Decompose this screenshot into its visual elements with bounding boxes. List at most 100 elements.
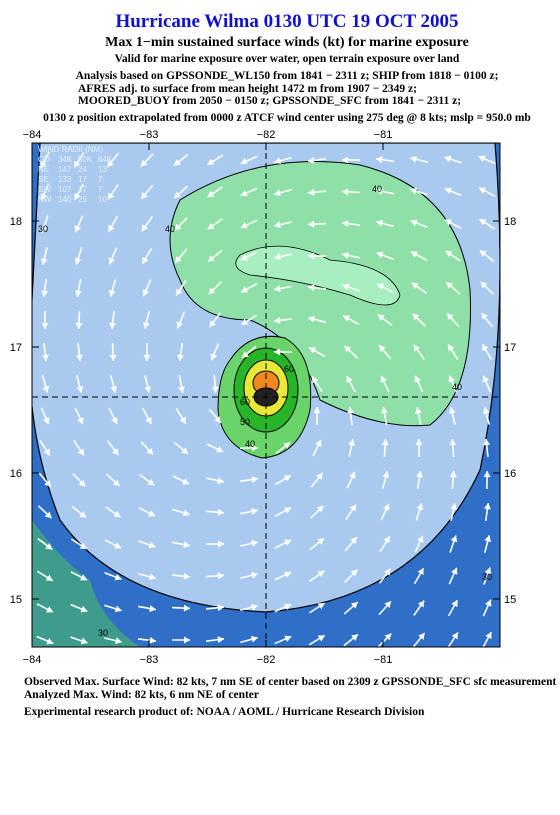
arrow-head bbox=[377, 283, 385, 290]
arrow-head bbox=[343, 315, 351, 322]
arrow-head bbox=[217, 636, 224, 644]
arrow-head bbox=[251, 571, 258, 579]
arrow-head bbox=[207, 190, 215, 197]
arrow-head bbox=[45, 543, 53, 550]
arrow-head bbox=[174, 191, 182, 199]
radii-cell: 17 bbox=[78, 185, 87, 194]
radii-cell: 34K bbox=[58, 155, 73, 164]
arrow-head bbox=[284, 635, 292, 643]
arrow-head bbox=[376, 187, 383, 195]
arrow-head bbox=[251, 603, 258, 611]
radii-cell: 133 bbox=[58, 175, 72, 184]
arrow-head bbox=[77, 448, 85, 456]
arrow-head bbox=[217, 508, 224, 516]
arrow-head bbox=[46, 606, 54, 613]
arrow-head bbox=[79, 542, 87, 549]
arrow-head bbox=[40, 225, 48, 233]
arrow-head bbox=[183, 636, 190, 644]
arrow-head bbox=[384, 633, 392, 641]
arrow-head bbox=[316, 473, 323, 480]
arrow-head bbox=[376, 219, 384, 227]
arrow-head bbox=[211, 386, 219, 393]
arrow-head bbox=[384, 601, 391, 609]
arrow-head bbox=[410, 219, 418, 227]
arrow-head bbox=[342, 188, 349, 196]
arrow-head bbox=[450, 535, 458, 543]
arrow-head bbox=[182, 509, 190, 517]
arrow-head bbox=[480, 281, 488, 289]
arrow-head bbox=[350, 537, 357, 545]
arrow-head bbox=[444, 187, 452, 195]
arrow-head bbox=[376, 156, 383, 164]
radii-cell: 17 bbox=[78, 175, 87, 184]
arrow-head bbox=[417, 535, 424, 543]
arrow-head bbox=[148, 510, 156, 517]
radii-cell: SW bbox=[38, 185, 51, 194]
arrow-head bbox=[416, 471, 423, 478]
arrow-head bbox=[240, 190, 248, 197]
arrow-head bbox=[313, 407, 321, 414]
arrow-head bbox=[114, 542, 122, 549]
arrow-head bbox=[174, 223, 182, 231]
arrow-head bbox=[241, 318, 249, 325]
arrow-head bbox=[410, 187, 418, 195]
arrow-head bbox=[483, 503, 491, 510]
arrow-head bbox=[210, 353, 218, 361]
arrow-head bbox=[80, 637, 88, 645]
arrow-head bbox=[448, 344, 455, 352]
analysis-line: MOORED_BUOY from 2050 − 0150 z; GPSSONDE… bbox=[78, 95, 461, 107]
radii-cell: NW bbox=[38, 195, 52, 204]
lon-label: −82 bbox=[257, 129, 276, 141]
arrow-head bbox=[74, 290, 82, 297]
lon-label: −84 bbox=[23, 129, 42, 141]
arrow-head bbox=[274, 221, 281, 229]
arrow-head bbox=[482, 407, 490, 414]
lat-label: 18 bbox=[10, 216, 22, 228]
arrow-head bbox=[417, 568, 424, 576]
arrow-head bbox=[449, 471, 457, 478]
arrow-head bbox=[342, 283, 350, 291]
arrow-head bbox=[79, 511, 86, 518]
arrow-head bbox=[485, 599, 492, 607]
arrow-head bbox=[415, 439, 423, 446]
arrow-head bbox=[242, 351, 249, 358]
arrow-head bbox=[414, 407, 422, 414]
arrow-head bbox=[410, 155, 417, 163]
lat-label: 17 bbox=[504, 342, 516, 354]
arrow-head bbox=[42, 385, 50, 393]
radii-cell: 10 bbox=[98, 195, 107, 204]
radii-cell: 25 bbox=[78, 195, 87, 204]
arrow-head bbox=[250, 635, 258, 643]
arrow-head bbox=[240, 222, 248, 229]
arrow-head bbox=[43, 448, 50, 456]
arrow-head bbox=[481, 312, 488, 320]
arrow-head bbox=[183, 604, 190, 612]
arrow-head bbox=[308, 252, 315, 260]
contour-label: 40 bbox=[245, 439, 255, 449]
contour-label: 30 bbox=[98, 628, 108, 638]
arrow-head bbox=[112, 448, 119, 456]
arrow-head bbox=[46, 637, 54, 645]
arrow-head bbox=[78, 479, 86, 487]
arrow-head bbox=[349, 471, 356, 479]
arrow-head bbox=[448, 407, 456, 414]
lat-label: 16 bbox=[504, 468, 516, 480]
analysis-line: AFRES adj. to surface from mean height 1… bbox=[78, 83, 417, 95]
arrow-head bbox=[482, 344, 489, 352]
arrow-head bbox=[384, 568, 391, 576]
arrow-head bbox=[411, 251, 418, 258]
arrow-head bbox=[413, 344, 421, 352]
land bbox=[32, 520, 140, 647]
arrow-head bbox=[308, 220, 315, 228]
arrow-head bbox=[274, 348, 281, 356]
contour-label: 40 bbox=[165, 224, 175, 234]
arrow-head bbox=[149, 573, 156, 581]
arrow-head bbox=[40, 258, 48, 265]
arrow-head bbox=[144, 386, 152, 393]
arrow-head bbox=[111, 417, 118, 425]
arrow-head bbox=[251, 539, 258, 547]
arrow-head bbox=[315, 439, 322, 447]
lon-label: −83 bbox=[140, 129, 159, 141]
arrow-head bbox=[382, 471, 390, 479]
